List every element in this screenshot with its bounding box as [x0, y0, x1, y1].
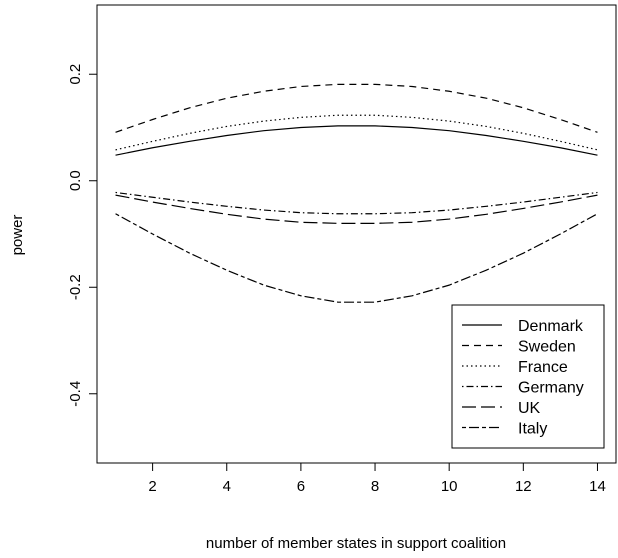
series-line-sweden [115, 83, 598, 133]
y-tick-label: 0.0 [67, 170, 84, 191]
legend-label: Italy [518, 421, 547, 438]
y-axis: -0.4 -0.2 0.0 0.2 [67, 64, 98, 407]
series-line-uk [115, 194, 598, 224]
x-axis-title: number of member states in support coali… [206, 535, 506, 552]
x-tick-label: 2 [148, 478, 156, 495]
legend-label: France [518, 359, 568, 376]
series-line-germany [115, 191, 598, 215]
y-tick-label: 0.2 [67, 64, 84, 85]
x-axis: 2 4 6 8 10 12 14 [148, 462, 606, 495]
y-axis-title: power [9, 215, 26, 256]
legend-box [451, 304, 605, 449]
legend-label: Germany [518, 380, 584, 397]
series-line-denmark [115, 125, 598, 156]
y-tick-label: -0.2 [67, 274, 84, 300]
x-tick-label: 10 [441, 478, 458, 495]
series-line-italy [115, 213, 598, 303]
legend-label: Denmark [518, 318, 584, 335]
x-tick-label: 8 [371, 478, 379, 495]
x-tick-label: 4 [223, 478, 231, 495]
x-tick-label: 6 [297, 478, 305, 495]
y-tick-label: -0.4 [67, 381, 84, 407]
series-layer [115, 83, 598, 303]
series-line-france [115, 114, 598, 151]
legend-label: Sweden [518, 339, 576, 356]
legend: Denmark Sweden France Germany UK Italy [451, 304, 605, 449]
legend-label: UK [518, 400, 541, 417]
x-tick-label: 12 [515, 478, 532, 495]
x-tick-label: 14 [589, 478, 606, 495]
